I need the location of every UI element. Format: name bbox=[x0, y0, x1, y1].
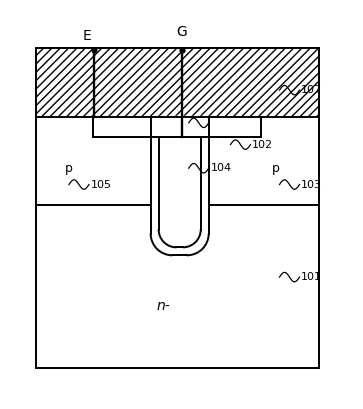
Bar bbox=[123, 117, 231, 137]
Text: n+: n+ bbox=[227, 122, 243, 133]
Text: n-: n- bbox=[156, 299, 170, 313]
Text: 105: 105 bbox=[91, 180, 112, 189]
FancyBboxPatch shape bbox=[151, 117, 209, 255]
Bar bbox=[36, 48, 319, 368]
Text: p: p bbox=[65, 162, 73, 175]
Bar bbox=[93, 117, 151, 137]
Text: 106: 106 bbox=[211, 118, 232, 128]
Bar bbox=[123, 117, 231, 137]
Bar bbox=[36, 48, 319, 117]
Bar bbox=[93, 117, 151, 137]
Bar bbox=[36, 204, 319, 368]
Text: p: p bbox=[272, 162, 280, 175]
Text: G: G bbox=[176, 25, 187, 39]
Text: 104: 104 bbox=[211, 163, 232, 173]
Text: n+: n+ bbox=[113, 122, 130, 133]
Text: E: E bbox=[83, 29, 91, 43]
Bar bbox=[36, 117, 319, 204]
Text: 103: 103 bbox=[301, 180, 322, 189]
Text: 107: 107 bbox=[301, 85, 322, 95]
Bar bbox=[209, 117, 261, 137]
Text: 101: 101 bbox=[301, 272, 322, 282]
Bar bbox=[209, 117, 261, 137]
FancyBboxPatch shape bbox=[159, 117, 201, 247]
Text: 102: 102 bbox=[252, 139, 273, 150]
